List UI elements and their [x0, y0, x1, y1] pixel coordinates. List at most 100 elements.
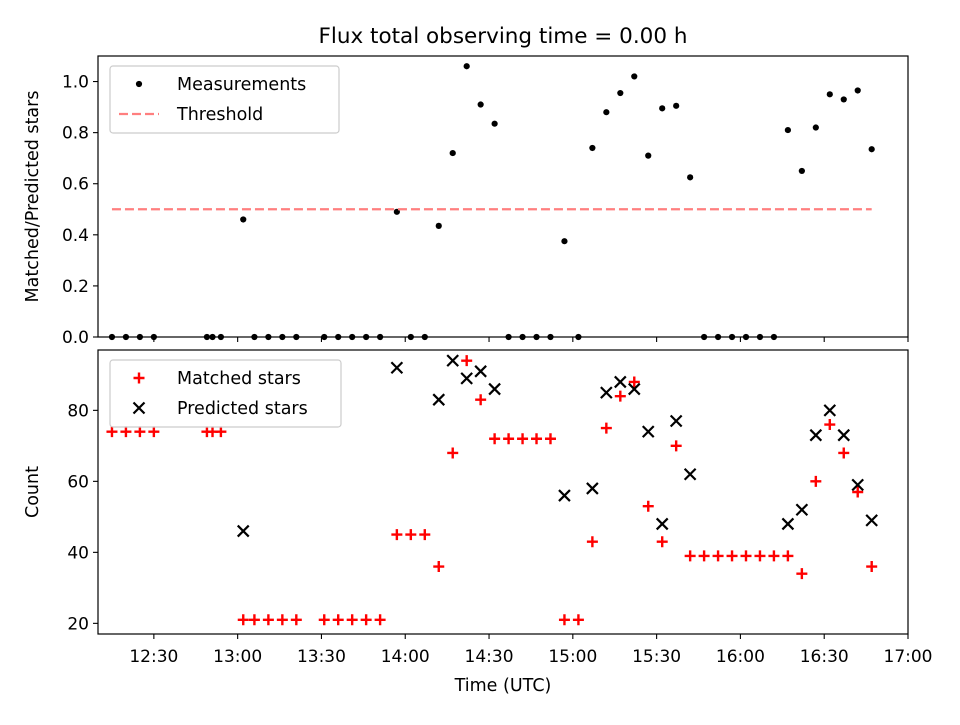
matched-star-point [656, 536, 668, 548]
predicted-star-point [558, 489, 571, 502]
x-tick-label: 16:00 [716, 647, 765, 667]
measurement-point [491, 120, 498, 127]
y-tick-label: 60 [67, 472, 89, 492]
matched-star-point [586, 536, 598, 548]
matched-star-point [544, 433, 556, 445]
x-tick-label: 14:00 [381, 647, 430, 667]
measurement-point [617, 89, 624, 97]
legend: Matched stars Predicted stars [109, 359, 342, 428]
measurement-point [645, 152, 652, 159]
predicted-star-point [446, 354, 460, 367]
measurement-point [631, 73, 638, 80]
matched-star-point [628, 376, 640, 388]
legend-box [109, 65, 340, 134]
matched-star-point [782, 550, 794, 562]
measurement-point [435, 222, 442, 229]
predicted-star-point [641, 425, 655, 438]
series-matched-stars [106, 355, 878, 626]
x-axis-label: Time (UTC) [454, 676, 552, 696]
measurement-point [659, 105, 666, 112]
y-tick-label: 0.6 [62, 175, 89, 195]
predicted-star-point [823, 404, 837, 417]
predicted-star-point [851, 478, 865, 492]
y-tick-label: 0.0 [62, 328, 89, 348]
matched-star-point [726, 550, 738, 562]
matched-star-point [810, 475, 822, 487]
predicted-star-point [865, 514, 878, 527]
matched-star-point [531, 433, 543, 445]
y-axis-label: Count [23, 466, 43, 518]
predicted-star-point [837, 428, 851, 442]
predicted-star-point [600, 386, 613, 399]
plot-frame [97, 55, 909, 338]
matched-star-point [642, 500, 654, 512]
x-tick-label: 13:00 [213, 647, 262, 667]
matched-star-point [106, 426, 118, 438]
predicted-star-point [474, 365, 487, 378]
matched-star-point [290, 614, 302, 626]
measurement-point [826, 91, 833, 98]
matched-star-point [360, 614, 372, 626]
predicted-star-point [488, 382, 501, 396]
matched-star-point [684, 550, 696, 562]
matched-star-point [740, 550, 752, 562]
legend-label: Matched stars [177, 369, 301, 389]
measurement-point [840, 96, 847, 103]
measurement-point [812, 124, 819, 131]
x-tick-label: 15:30 [632, 647, 681, 667]
measurement-point [589, 144, 596, 152]
legend-marker-dot [135, 80, 143, 88]
x-tick-label: 13:30 [297, 647, 346, 667]
bottom-plot: 20 40 60 80 12:30 13:00 13:30 14:00 14:30 15:00 15… [23, 349, 933, 696]
matched-star-point [332, 614, 344, 626]
matched-star-point [670, 440, 682, 452]
y-tick-label: 80 [67, 401, 89, 421]
legend-marker-x [132, 401, 146, 415]
legend: Measurements Threshold [109, 65, 340, 134]
series-predicted-stars [236, 354, 878, 538]
measurement-point [868, 146, 875, 153]
matched-star-point [558, 614, 570, 626]
measurement-point [240, 216, 247, 223]
y-tick-label: 1.0 [62, 73, 89, 93]
matched-star-point [148, 426, 160, 438]
y-tick-label: 0.4 [62, 226, 89, 246]
y-tick-label: 40 [67, 543, 89, 563]
predicted-star-point [390, 361, 404, 375]
matched-star-point [433, 561, 445, 573]
matched-star-point [419, 529, 431, 541]
measurement-point [463, 63, 470, 70]
matched-star-point [262, 614, 274, 626]
x-tick-label: 16:30 [800, 647, 849, 667]
matched-star-point [600, 422, 612, 434]
matched-star-point [712, 550, 724, 562]
matched-star-point [475, 394, 487, 406]
x-tick-label: 17:00 [884, 647, 933, 667]
x-tick-label: 12:30 [129, 647, 178, 667]
matched-star-point [120, 426, 132, 438]
matched-star-point [318, 614, 330, 626]
measurement-point [477, 101, 484, 108]
predicted-star-point [614, 375, 627, 389]
predicted-star-point [781, 517, 795, 531]
predicted-star-point [586, 482, 599, 495]
matched-star-point [447, 447, 459, 459]
legend-label: Threshold [176, 105, 263, 125]
matched-star-point [215, 426, 227, 438]
measurement-point [603, 109, 610, 116]
x-tick-label: 14:30 [465, 647, 514, 667]
matched-star-point [517, 433, 529, 445]
matched-star-point [134, 426, 146, 438]
matched-star-point [276, 614, 288, 626]
matched-star-point [866, 561, 878, 573]
series-measurements [108, 63, 875, 341]
measurement-point [798, 167, 805, 175]
y-axis-label: Matched/Predicted stars [23, 91, 43, 303]
matched-star-point [768, 550, 780, 562]
measurement-point [784, 126, 791, 134]
matched-star-point [391, 529, 403, 541]
matched-star-point [754, 550, 766, 562]
matched-star-point [248, 614, 260, 626]
predicted-star-point [655, 517, 669, 531]
